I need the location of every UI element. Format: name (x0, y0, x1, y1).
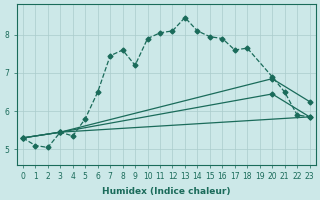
X-axis label: Humidex (Indice chaleur): Humidex (Indice chaleur) (102, 187, 230, 196)
